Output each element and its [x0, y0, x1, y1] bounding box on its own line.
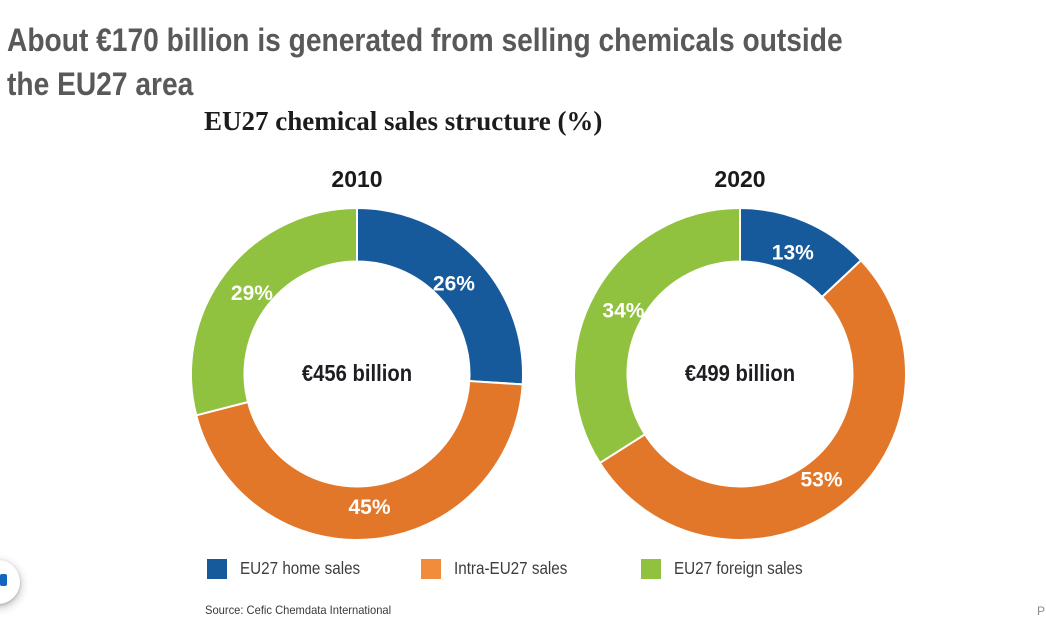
- donut-2010-svg: 26% 45% 29%: [190, 206, 524, 541]
- donut-2020-value-label: 34%: [602, 299, 644, 322]
- legend-swatch-home-sales: [207, 558, 227, 579]
- donut-2010-value-label: 29%: [231, 282, 273, 305]
- legend-label-intra-sales: Intra-EU27 sales: [454, 558, 568, 578]
- donut-2020-svg: 13% 53% 34%: [573, 206, 907, 541]
- legend-label-foreign-sales: EU27 foreign sales: [674, 558, 803, 578]
- donut-2020-slice-intra-eu27-sales: [598, 258, 907, 541]
- legend-label-home-sales: EU27 home sales: [240, 558, 361, 578]
- legend-item-intra-sales: Intra-EU27 sales: [421, 558, 584, 579]
- year-label-2010: 2010: [331, 166, 383, 192]
- legend-swatch-foreign-sales: [641, 558, 661, 579]
- year-label-2020: 2020: [714, 166, 766, 192]
- nav-button-icon: [0, 574, 7, 586]
- donut-2010-value-label: 45%: [349, 496, 391, 519]
- donut-2010-slice-eu27-home-sales: [356, 206, 524, 386]
- donut-2020-slice-eu27-foreign-sales: [573, 206, 741, 465]
- slide-title: About €170 billion is generated from sel…: [7, 18, 843, 106]
- donut-2010-value-label: 26%: [433, 273, 475, 296]
- nav-button[interactable]: [0, 560, 20, 604]
- donut-2010-slice-eu27-foreign-sales: [190, 206, 358, 417]
- slide-title-line1: About €170 billion is generated from sel…: [7, 22, 843, 58]
- donut-2020-value-label: 13%: [772, 241, 814, 264]
- slide-title-line2: the EU27 area: [7, 66, 194, 102]
- source-note: Source: Cefic Chemdata International: [205, 603, 392, 617]
- chart-title: EU27 chemical sales structure (%): [204, 106, 603, 136]
- legend-item-home-sales: EU27 home sales: [207, 558, 378, 579]
- page-indicator: P: [1037, 604, 1046, 618]
- donut-2020-value-label: 53%: [801, 469, 843, 492]
- legend-swatch-intra-sales: [421, 558, 441, 579]
- legend-item-foreign-sales: EU27 foreign sales: [641, 558, 822, 579]
- donut-chart-2010: 2010 26% 45% 29% €456 billion: [187, 164, 527, 546]
- donut-chart-2020: 2020 13% 53% 34% €499 billion: [570, 164, 910, 546]
- donut-2010-slice-intra-eu27-sales: [194, 380, 524, 541]
